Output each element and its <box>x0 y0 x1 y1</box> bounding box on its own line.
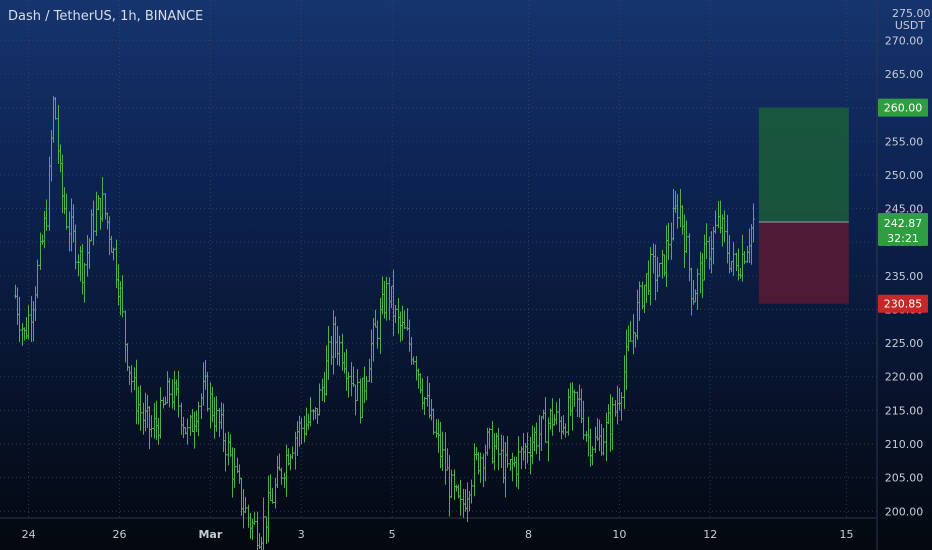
y-tick-label: 215.00 <box>885 404 924 417</box>
target-price-badge-bg <box>878 98 928 117</box>
y-tick-label: 270.00 <box>885 34 924 47</box>
current-price-text: 242.87 <box>884 217 923 230</box>
x-tick-label: Mar <box>198 528 222 541</box>
grid <box>0 0 878 550</box>
y-tick-label: 205.00 <box>885 472 924 485</box>
loss-zone <box>758 222 849 304</box>
price-bars <box>14 96 755 550</box>
current-price-badge-bg <box>878 213 928 246</box>
y-tick-label: 220.00 <box>885 371 924 384</box>
y-tick-label: 255.00 <box>885 135 924 148</box>
y-tick-label: 200.00 <box>885 505 924 518</box>
x-tick-label: 26 <box>113 528 127 541</box>
x-tick-label: 10 <box>612 528 626 541</box>
countdown-text: 32:21 <box>887 232 919 245</box>
y-tick-label: 210.00 <box>885 438 924 451</box>
x-tick-label: 8 <box>525 528 532 541</box>
symbol-title[interactable]: Dash / TetherUS, 1h, BINANCE <box>8 9 204 24</box>
x-tick-label: 12 <box>703 528 717 541</box>
target-price-badge-text: 260.00 <box>884 102 923 115</box>
y-tick-label: 225.00 <box>885 337 924 350</box>
y-tick-label: 250.00 <box>885 169 924 182</box>
y-tick-label: 245.00 <box>885 203 924 216</box>
x-tick-label: 5 <box>389 528 396 541</box>
currency-unit: USDT <box>894 19 926 32</box>
position-zones <box>758 107 849 304</box>
currency-top-tick: 275.00 <box>892 7 931 20</box>
x-tick-label: 3 <box>298 528 305 541</box>
stop-price-badge-bg <box>878 294 928 313</box>
profit-zone <box>758 107 849 222</box>
y-tick-label: 265.00 <box>885 68 924 81</box>
stop-price-badge-text: 230.85 <box>884 298 923 311</box>
x-tick-label: 24 <box>22 528 36 541</box>
currency-label: 275.00 USDT <box>892 7 931 32</box>
time-axis[interactable]: 24 26 Mar 3 5 8 10 12 15 <box>22 528 854 541</box>
x-tick-label: 15 <box>840 528 854 541</box>
y-tick-label: 235.00 <box>885 270 924 283</box>
